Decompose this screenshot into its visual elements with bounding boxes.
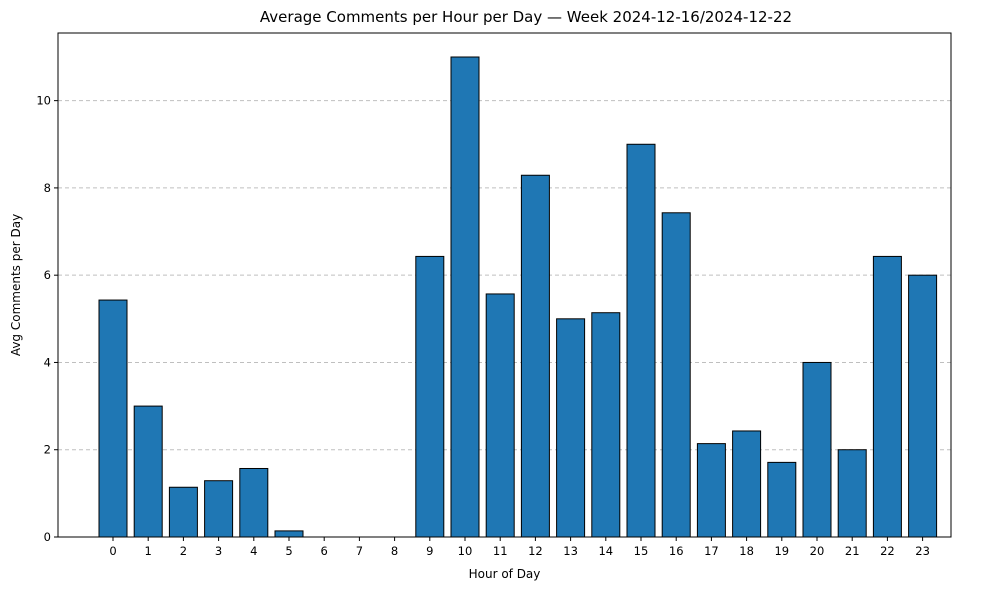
bar-hour-3 — [204, 480, 234, 538]
bar-hour-21 — [837, 449, 867, 538]
x-tick-label: 14 — [598, 544, 613, 558]
y-tick-label: 6 — [44, 268, 51, 282]
x-tick-label: 13 — [563, 544, 578, 558]
bar-hour-17 — [696, 443, 726, 538]
x-axis-label: Hour of Day — [469, 567, 541, 581]
x-tick-label: 10 — [458, 544, 473, 558]
x-tick-label: 16 — [669, 544, 684, 558]
bar-hour-20 — [802, 361, 832, 538]
bar-hour-23 — [908, 274, 938, 538]
x-tick-label: 1 — [145, 544, 152, 558]
x-tick-label: 9 — [426, 544, 433, 558]
x-tick-label: 6 — [321, 544, 328, 558]
bar-hour-12 — [520, 174, 550, 538]
bar-hour-2 — [168, 486, 198, 538]
y-tick-label: 2 — [44, 443, 51, 457]
y-tick-label: 8 — [44, 181, 51, 195]
bar-hour-16 — [661, 212, 691, 538]
x-tick-label: 21 — [845, 544, 860, 558]
plot-frame — [57, 32, 952, 538]
x-tick-label: 22 — [880, 544, 895, 558]
x-tick-label: 18 — [739, 544, 754, 558]
x-tick-label: 0 — [109, 544, 116, 558]
bar-hour-1 — [133, 405, 163, 538]
x-tick-label: 4 — [250, 544, 257, 558]
x-tick-label: 15 — [634, 544, 649, 558]
y-tick-label: 10 — [36, 94, 51, 108]
y-gridlines — [58, 100, 951, 451]
bar-hour-0 — [98, 299, 128, 538]
x-tick-label: 2 — [180, 544, 187, 558]
y-axis-ticks: 0 2 4 6 8 10 — [36, 94, 58, 544]
x-tick-label: 12 — [528, 544, 543, 558]
x-tick-label: 20 — [810, 544, 825, 558]
chart-title: Average Comments per Hour per Day — Week… — [260, 8, 792, 26]
y-axis-label: Avg Comments per Day — [9, 214, 23, 356]
x-tick-label: 3 — [215, 544, 222, 558]
bar-hour-9 — [415, 255, 445, 538]
x-tick-label: 23 — [915, 544, 930, 558]
x-tick-label: 19 — [774, 544, 789, 558]
bars — [98, 56, 938, 538]
y-tick-label: 4 — [44, 355, 51, 369]
bar-hour-13 — [556, 318, 586, 538]
x-axis-ticks: 0 1 2 3 4 5 6 7 8 9 10 11 12 13 14 15 16 17 18 19 20 21 22 23 — [109, 537, 930, 558]
y-tick-label: 0 — [44, 530, 51, 544]
x-tick-label: 8 — [391, 544, 398, 558]
bar-hour-10 — [450, 56, 480, 538]
bar-hour-14 — [591, 312, 621, 538]
bar-hour-11 — [485, 293, 515, 538]
bar-hour-19 — [767, 461, 797, 538]
x-tick-label: 17 — [704, 544, 719, 558]
x-tick-label: 7 — [356, 544, 363, 558]
bar-hour-18 — [732, 430, 762, 538]
bar-hour-22 — [872, 255, 902, 538]
bar-hour-15 — [626, 143, 656, 538]
bar-hour-5 — [274, 530, 304, 538]
x-tick-label: 11 — [493, 544, 508, 558]
bar-hour-4 — [239, 467, 269, 538]
x-tick-label: 5 — [285, 544, 292, 558]
